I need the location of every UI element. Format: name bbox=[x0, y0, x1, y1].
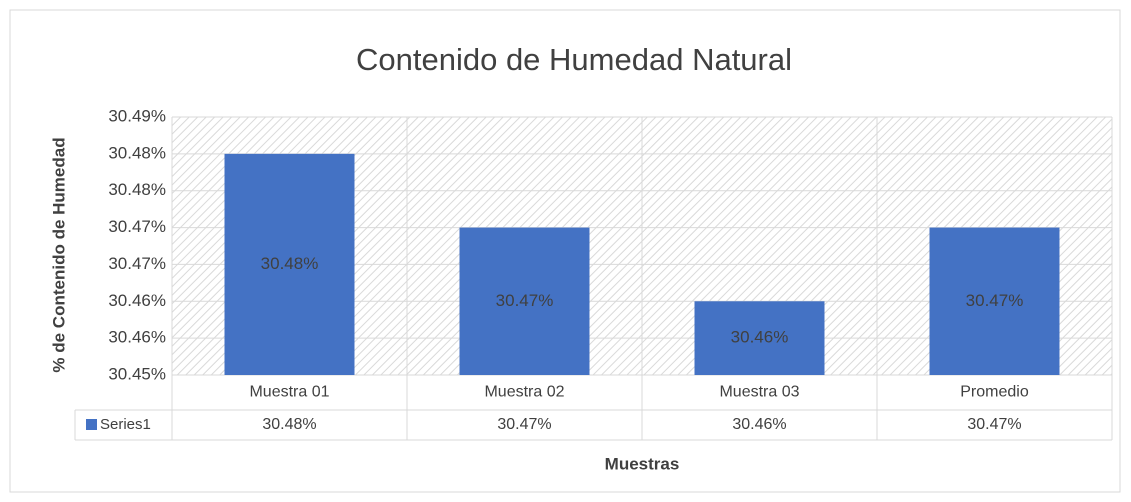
y-tick-label: 30.47% bbox=[108, 254, 166, 273]
y-axis-title: % de Contenido de Humedad bbox=[49, 137, 68, 372]
table-value: 30.46% bbox=[732, 416, 786, 433]
y-tick-label: 30.48% bbox=[108, 180, 166, 199]
legend-swatch bbox=[86, 419, 97, 430]
legend-label: Series1 bbox=[100, 416, 151, 433]
data-label: 30.48% bbox=[261, 254, 319, 273]
x-tick-label: Promedio bbox=[960, 384, 1029, 401]
data-label: 30.47% bbox=[496, 291, 554, 310]
x-axis-title: Muestras bbox=[605, 454, 680, 473]
data-label: 30.46% bbox=[731, 328, 789, 347]
table-value: 30.48% bbox=[262, 416, 316, 433]
y-tick-label: 30.49% bbox=[108, 106, 166, 125]
bar bbox=[224, 153, 355, 375]
bar bbox=[459, 227, 590, 375]
y-tick-label: 30.46% bbox=[108, 328, 166, 347]
y-tick-label: 30.45% bbox=[108, 364, 166, 383]
table-value: 30.47% bbox=[497, 416, 551, 433]
y-tick-label: 30.47% bbox=[108, 217, 166, 236]
x-tick-label: Muestra 02 bbox=[484, 384, 564, 401]
bar bbox=[929, 227, 1060, 375]
x-tick-label: Muestra 03 bbox=[719, 384, 799, 401]
data-label: 30.47% bbox=[966, 291, 1024, 310]
y-tick-label: 30.48% bbox=[108, 143, 166, 162]
y-tick-label: 30.46% bbox=[108, 291, 166, 310]
x-tick-label: Muestra 01 bbox=[249, 384, 329, 401]
bar bbox=[694, 301, 825, 375]
table-value: 30.47% bbox=[967, 416, 1021, 433]
chart-title: Contenido de Humedad Natural bbox=[356, 42, 792, 77]
